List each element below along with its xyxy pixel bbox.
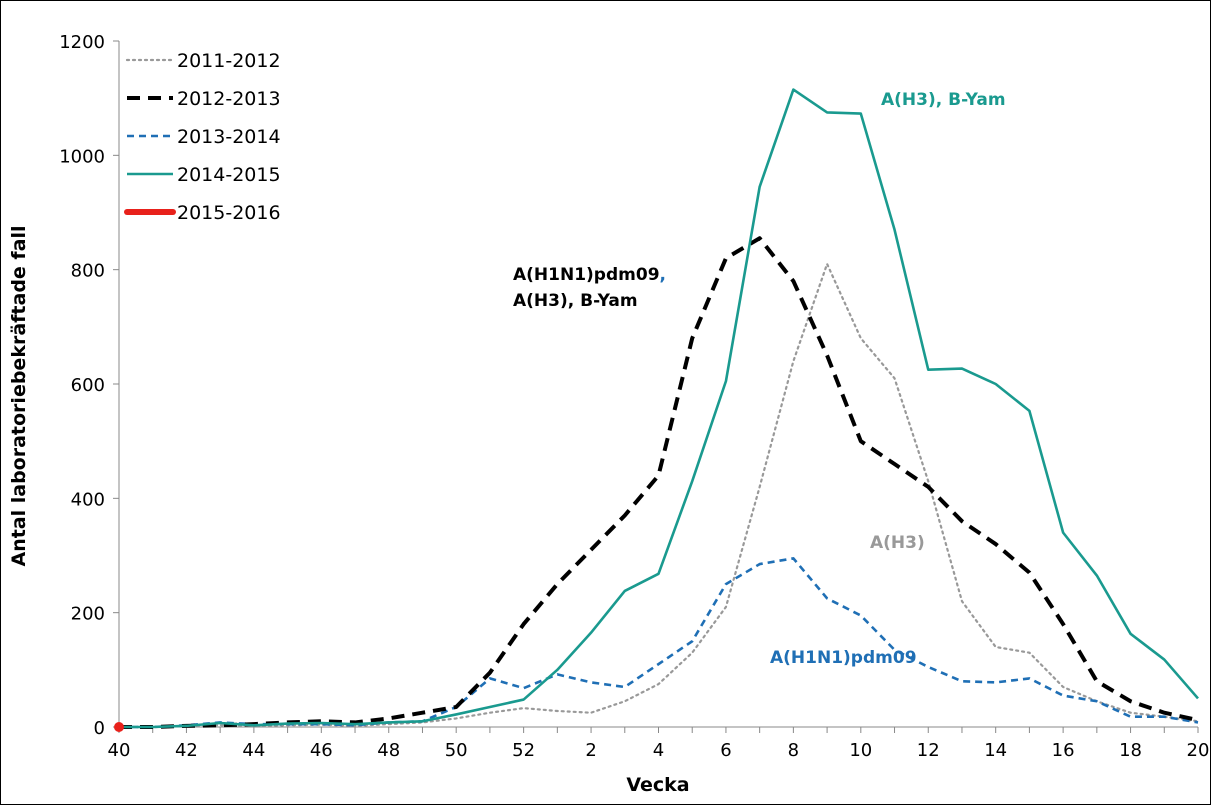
axes <box>118 41 1198 728</box>
legend-label-2013-2014: 2013-2014 <box>177 126 281 148</box>
x-tick-label: 4 <box>653 740 664 761</box>
series-line-2011-2012 <box>117 262 1200 729</box>
y-tick-label: 0 <box>94 718 105 739</box>
x-tick-label: 40 <box>108 740 131 761</box>
annotation-suffix: , <box>660 265 666 285</box>
x-tick-label: 10 <box>849 740 872 761</box>
legend-label-2015-2016: 2015-2016 <box>177 202 281 224</box>
legend-label-2011-2012: 2011-2012 <box>177 50 281 72</box>
x-ticks: 40 42 44 46 48 50 52 2 4 6 8 10 12 14 16 18 20 <box>108 727 1210 761</box>
annotation-label: A(H1N1)pdm09 <box>770 648 917 668</box>
series-line-2014-2015 <box>119 88 1199 729</box>
x-tick-label: 42 <box>175 740 198 761</box>
legend-label-2012-2013: 2012-2013 <box>177 88 281 110</box>
legend: 2011-2012 2012-2013 2013-2014 2014-2015 2015… <box>124 50 281 224</box>
x-tick-label: 14 <box>984 740 1007 761</box>
x-tick-label: 6 <box>720 740 731 761</box>
x-tick-label: 2 <box>585 740 596 761</box>
legend-label-2014-2015: 2014-2015 <box>177 164 281 186</box>
x-tick-label: 52 <box>512 740 535 761</box>
y-tick-label: 1000 <box>59 146 105 167</box>
y-tick-label: 200 <box>71 604 105 625</box>
annotation-label: A(H3) <box>870 533 925 553</box>
y-tick-label: 1200 <box>59 32 105 53</box>
annotation-label: A(H1N1)pdm09, <box>513 265 666 285</box>
series-line-2012-2013 <box>119 236 1199 729</box>
y-ticks: 0 200 400 600 800 1000 1200 <box>59 32 119 739</box>
y-tick-label: 800 <box>71 261 105 282</box>
series-point-2015-2016 <box>114 722 124 732</box>
x-tick-label: 18 <box>1119 740 1142 761</box>
series-lines <box>114 88 1200 732</box>
annotation-label: A(H3), B-Yam <box>513 291 638 311</box>
x-tick-label: 46 <box>310 740 333 761</box>
x-tick-label: 44 <box>242 740 265 761</box>
x-tick-label: 50 <box>445 740 468 761</box>
x-tick-label: 48 <box>377 740 400 761</box>
annotations: A(H3), B-Yam A(H1N1)pdm09, A(H3), B-Yam A(H… <box>513 90 1006 668</box>
y-tick-label: 600 <box>71 375 105 396</box>
x-tick-label: 20 <box>1187 740 1210 761</box>
x-axis-label: Vecka <box>626 774 689 796</box>
annotation-label: A(H3), B-Yam <box>881 90 1006 110</box>
x-tick-label: 12 <box>917 740 940 761</box>
y-tick-label: 400 <box>71 489 105 510</box>
y-axis-label: Antal laboratoriebekräftade fall <box>8 225 30 566</box>
x-tick-label: 8 <box>788 740 799 761</box>
x-tick-label: 16 <box>1052 740 1075 761</box>
